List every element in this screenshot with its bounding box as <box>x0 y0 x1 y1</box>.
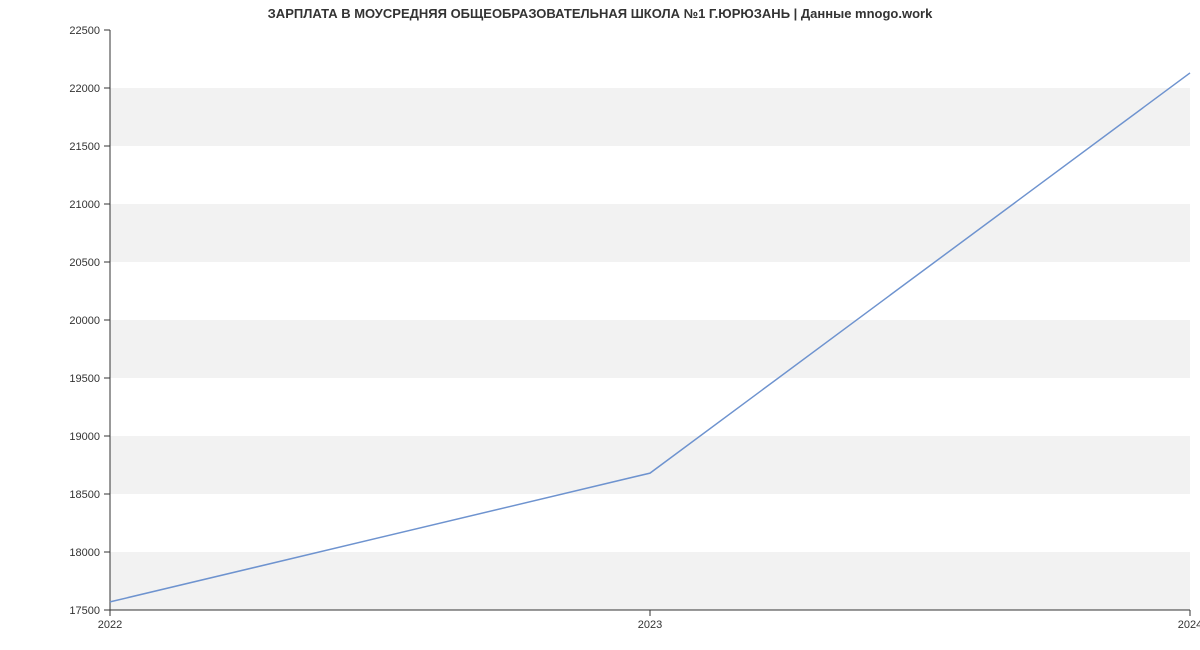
svg-text:22000: 22000 <box>69 83 100 95</box>
svg-text:19500: 19500 <box>69 373 100 385</box>
svg-text:17500: 17500 <box>69 605 100 617</box>
svg-text:20000: 20000 <box>69 315 100 327</box>
line-chart: 17500 18000 18500 19000 19500 20000 20500 21000… <box>0 0 1200 650</box>
svg-text:21500: 21500 <box>69 141 100 153</box>
svg-text:22500: 22500 <box>69 25 100 37</box>
chart-container: ЗАРПЛАТА В МОУСРЕДНЯЯ ОБЩЕОБРАЗОВАТЕЛЬНА… <box>0 0 1200 650</box>
svg-text:2023: 2023 <box>638 619 662 631</box>
svg-text:20500: 20500 <box>69 257 100 269</box>
svg-text:2024: 2024 <box>1178 619 1200 631</box>
svg-text:18000: 18000 <box>69 547 100 559</box>
svg-text:19000: 19000 <box>69 431 100 443</box>
svg-text:2022: 2022 <box>98 619 122 631</box>
svg-text:18500: 18500 <box>69 489 100 501</box>
svg-text:21000: 21000 <box>69 199 100 211</box>
